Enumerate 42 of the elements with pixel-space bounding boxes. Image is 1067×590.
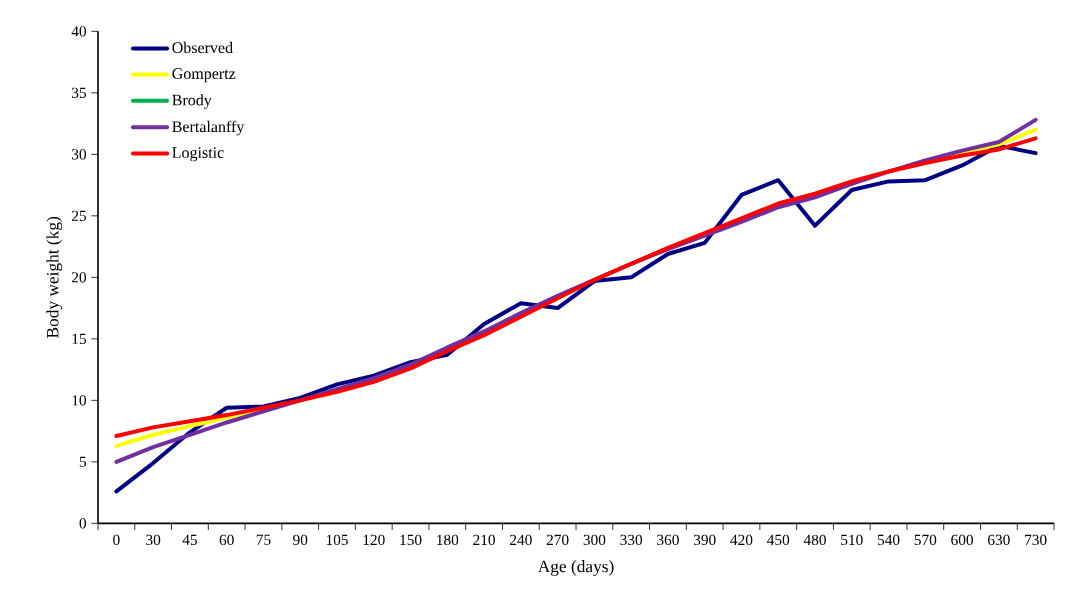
x-tick-label: 730 [1025, 534, 1047, 546]
x-tick-label: 210 [473, 534, 495, 546]
y-axis-title: Body weight (kg) [46, 216, 63, 338]
x-tick-label: 75 [256, 534, 271, 545]
x-tick-label: 0 [113, 534, 120, 546]
x-tick-label: 600 [951, 534, 974, 546]
y-tick-label: 5 [79, 456, 87, 467]
x-tick-label: 105 [326, 534, 348, 546]
x-tick-label: 510 [841, 534, 863, 546]
x-tick-label: 540 [877, 534, 900, 546]
x-tick-label: 570 [914, 534, 937, 546]
x-tick-label: 270 [546, 534, 569, 546]
y-tick-label: 10 [72, 395, 87, 406]
x-tick-label: 330 [620, 534, 643, 546]
y-tick-label: 30 [72, 149, 87, 160]
x-tick-label: 390 [693, 534, 716, 546]
legend-label: Logistic [172, 147, 224, 162]
x-tick-label: 360 [657, 534, 679, 546]
x-tick-label: 180 [437, 534, 459, 546]
y-tick-label: 40 [71, 26, 87, 37]
legend-label: Gompertz [172, 68, 236, 83]
x-tick-label: 240 [510, 534, 532, 546]
x-tick-label: 480 [803, 534, 826, 546]
x-tick-label: 45 [182, 534, 197, 545]
x-tick-label: 450 [767, 534, 790, 546]
x-tick-label: 300 [583, 534, 606, 546]
y-tick-label: 25 [71, 210, 87, 221]
x-tick-label: 120 [363, 534, 385, 546]
y-tick-label: 0 [79, 518, 87, 529]
x-tick-label: 60 [219, 534, 234, 546]
y-tick-label: 15 [72, 333, 87, 344]
y-tick-label: 35 [72, 87, 87, 98]
legend-label: Observed [172, 41, 233, 54]
legend-label: Bertalanffy [172, 120, 245, 136]
x-tick-label: 150 [400, 534, 422, 546]
x-tick-label: 630 [988, 534, 1010, 546]
x-tick-label: 30 [146, 534, 161, 546]
legend-label: Brody [172, 94, 212, 109]
x-axis-title: Age (days) [537, 560, 614, 576]
y-tick-label: 20 [71, 272, 87, 283]
x-tick-label: 420 [730, 534, 753, 546]
x-tick-label: 90 [293, 534, 308, 546]
